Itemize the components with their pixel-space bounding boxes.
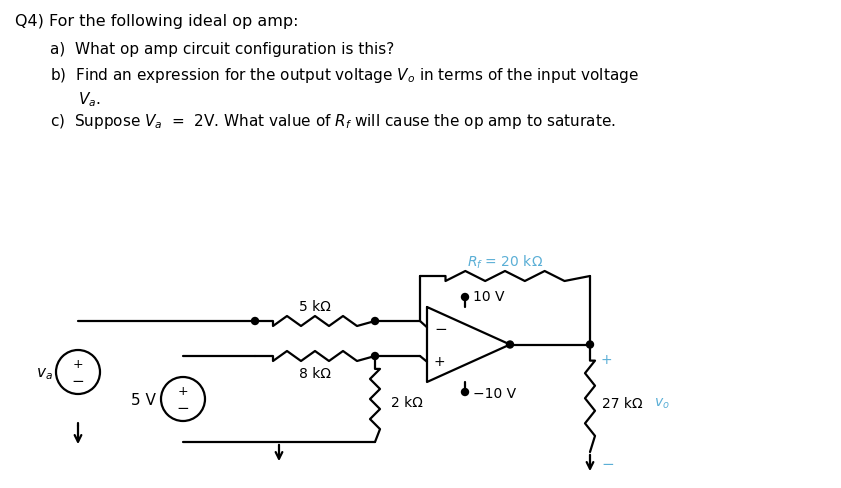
Circle shape [372,318,378,325]
Text: 5 kΩ: 5 kΩ [299,299,331,313]
Circle shape [462,389,468,396]
Text: −: − [71,374,84,389]
Text: a)  What op amp circuit configuration is this?: a) What op amp circuit configuration is … [50,42,394,57]
Text: −: − [434,321,447,336]
Text: 8 kΩ: 8 kΩ [299,366,331,380]
Text: 27 kΩ: 27 kΩ [602,396,643,410]
Text: $R_f$ = 20 kΩ: $R_f$ = 20 kΩ [467,253,543,270]
Text: −: − [177,401,189,416]
Text: b)  Find an expression for the output voltage $V_o$ in terms of the input voltag: b) Find an expression for the output vol… [50,66,639,85]
Text: Q4) For the following ideal op amp:: Q4) For the following ideal op amp: [15,14,299,29]
Circle shape [462,294,468,301]
Circle shape [372,353,378,360]
Circle shape [251,318,258,325]
Text: 5 V: 5 V [130,393,156,407]
Text: 2 kΩ: 2 kΩ [391,395,423,409]
Text: $v_o$: $v_o$ [654,396,669,410]
Text: +: + [72,358,83,371]
Text: −10 V: −10 V [473,386,516,400]
Text: $v_a$: $v_a$ [35,366,52,381]
Circle shape [506,341,514,348]
Circle shape [586,341,594,348]
Text: −: − [601,457,614,471]
Text: +: + [601,353,612,367]
Text: $V_a$.: $V_a$. [78,90,101,108]
Text: c)  Suppose $V_a$  =  2V. What value of $R_f$ will cause the op amp to saturate.: c) Suppose $V_a$ = 2V. What value of $R_… [50,112,616,131]
Text: 10 V: 10 V [473,289,505,304]
Text: +: + [434,354,446,368]
Text: +: + [177,385,188,398]
